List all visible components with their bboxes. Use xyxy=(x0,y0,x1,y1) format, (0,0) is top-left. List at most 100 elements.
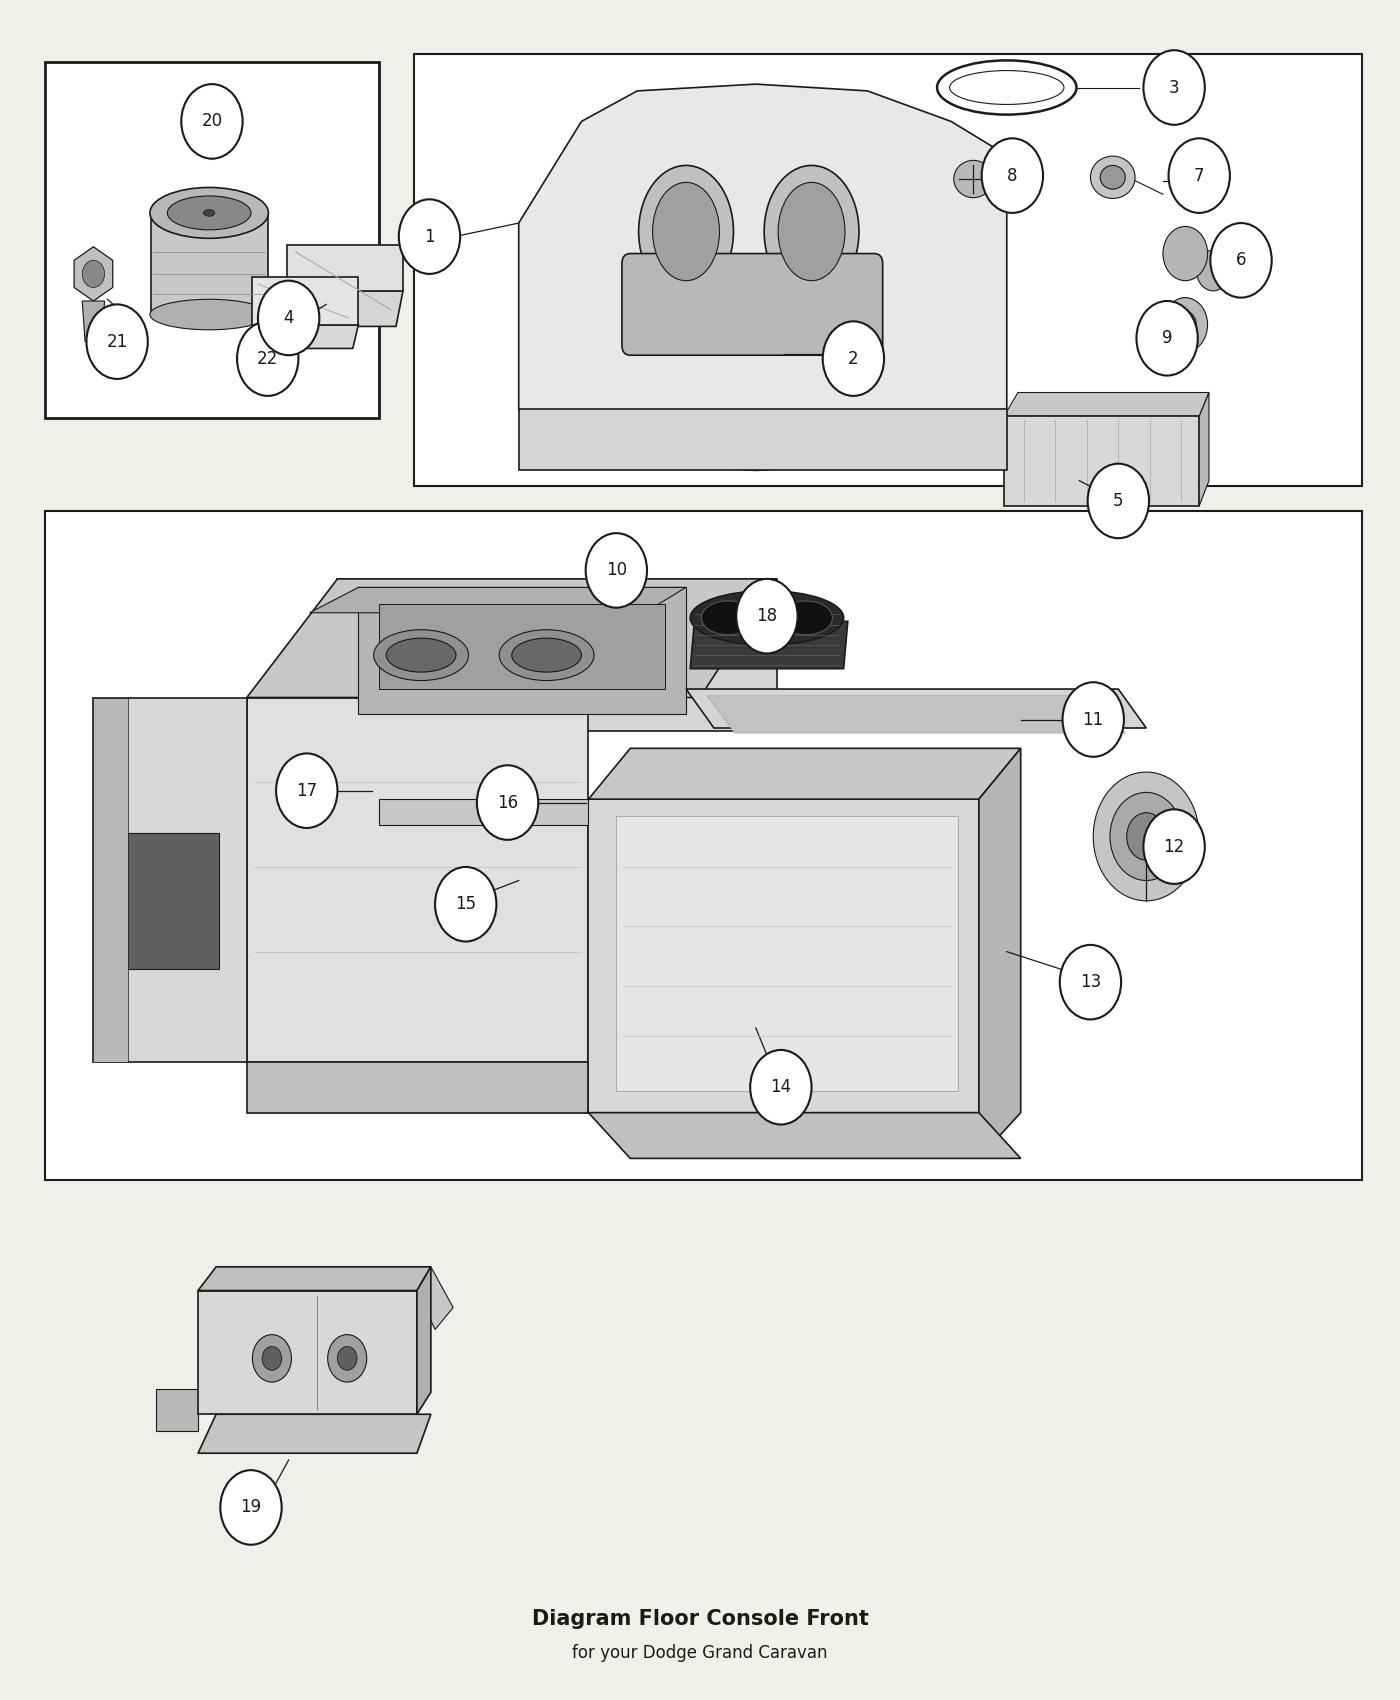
Circle shape xyxy=(1137,301,1198,376)
Polygon shape xyxy=(246,1062,588,1112)
Circle shape xyxy=(399,199,461,274)
Polygon shape xyxy=(197,1414,431,1454)
Circle shape xyxy=(1144,809,1205,884)
Circle shape xyxy=(1163,298,1208,352)
Circle shape xyxy=(1144,51,1205,124)
Ellipse shape xyxy=(953,160,993,197)
Text: 20: 20 xyxy=(202,112,223,131)
Text: 19: 19 xyxy=(241,1498,262,1516)
Polygon shape xyxy=(252,277,358,325)
Ellipse shape xyxy=(512,638,581,672)
Polygon shape xyxy=(246,697,588,1062)
Polygon shape xyxy=(83,301,105,342)
Text: for your Dodge Grand Caravan: for your Dodge Grand Caravan xyxy=(573,1644,827,1663)
Text: 7: 7 xyxy=(1194,167,1204,185)
Circle shape xyxy=(435,867,497,942)
Circle shape xyxy=(220,1470,281,1545)
Text: 21: 21 xyxy=(106,333,127,350)
Circle shape xyxy=(181,83,242,158)
Polygon shape xyxy=(157,1389,197,1431)
Text: 18: 18 xyxy=(756,607,777,626)
Circle shape xyxy=(1169,138,1229,212)
Text: 6: 6 xyxy=(1236,252,1246,269)
Ellipse shape xyxy=(764,165,860,298)
Text: 5: 5 xyxy=(1113,491,1124,510)
Text: 11: 11 xyxy=(1082,711,1103,729)
Ellipse shape xyxy=(203,209,214,216)
Ellipse shape xyxy=(652,182,720,280)
Polygon shape xyxy=(246,325,358,348)
Circle shape xyxy=(1211,223,1271,298)
Circle shape xyxy=(981,138,1043,212)
Ellipse shape xyxy=(500,629,594,680)
Polygon shape xyxy=(287,245,403,291)
Polygon shape xyxy=(74,246,113,301)
Circle shape xyxy=(736,580,798,653)
Text: 10: 10 xyxy=(606,561,627,580)
Polygon shape xyxy=(1004,416,1200,507)
Text: 22: 22 xyxy=(258,350,279,367)
Polygon shape xyxy=(94,697,129,1062)
Ellipse shape xyxy=(638,165,734,298)
FancyBboxPatch shape xyxy=(45,512,1362,1180)
Polygon shape xyxy=(686,688,1147,728)
Polygon shape xyxy=(417,1266,431,1414)
Circle shape xyxy=(252,1334,291,1382)
Ellipse shape xyxy=(780,600,833,634)
Polygon shape xyxy=(979,748,1021,1158)
Text: 9: 9 xyxy=(1162,330,1172,347)
FancyBboxPatch shape xyxy=(414,54,1362,486)
Polygon shape xyxy=(616,816,958,1091)
Text: Diagram Floor Console Front: Diagram Floor Console Front xyxy=(532,1610,868,1629)
Polygon shape xyxy=(690,620,848,668)
Polygon shape xyxy=(1004,393,1210,416)
Polygon shape xyxy=(707,695,1126,733)
Polygon shape xyxy=(379,799,588,824)
Circle shape xyxy=(1110,792,1183,881)
Circle shape xyxy=(1163,226,1208,280)
Polygon shape xyxy=(588,1112,1021,1158)
Polygon shape xyxy=(588,748,1021,799)
Ellipse shape xyxy=(701,600,755,634)
Circle shape xyxy=(477,765,538,840)
Ellipse shape xyxy=(386,638,456,672)
Ellipse shape xyxy=(150,299,269,330)
Text: 8: 8 xyxy=(1007,167,1018,185)
Circle shape xyxy=(262,1346,281,1370)
Circle shape xyxy=(1175,311,1197,338)
Text: 2: 2 xyxy=(848,350,858,367)
FancyBboxPatch shape xyxy=(622,253,882,355)
Circle shape xyxy=(1093,772,1200,901)
Polygon shape xyxy=(417,1266,454,1329)
Polygon shape xyxy=(1200,393,1210,507)
Polygon shape xyxy=(197,1266,431,1290)
Ellipse shape xyxy=(150,187,269,238)
Circle shape xyxy=(83,260,105,287)
Ellipse shape xyxy=(690,592,844,644)
Text: 15: 15 xyxy=(455,896,476,913)
Ellipse shape xyxy=(374,629,469,680)
Circle shape xyxy=(1063,682,1124,756)
Ellipse shape xyxy=(1100,165,1126,189)
Polygon shape xyxy=(337,580,777,731)
Text: 3: 3 xyxy=(1169,78,1179,97)
Text: 17: 17 xyxy=(297,782,318,799)
Text: 1: 1 xyxy=(424,228,435,245)
Polygon shape xyxy=(246,580,777,697)
Circle shape xyxy=(585,534,647,607)
Polygon shape xyxy=(379,604,665,689)
Ellipse shape xyxy=(1091,156,1135,199)
Circle shape xyxy=(237,321,298,396)
Text: 14: 14 xyxy=(770,1078,791,1096)
Circle shape xyxy=(1060,945,1121,1020)
Polygon shape xyxy=(588,799,979,1112)
Circle shape xyxy=(328,1334,367,1382)
Text: 13: 13 xyxy=(1079,972,1100,991)
Polygon shape xyxy=(519,410,1007,471)
Polygon shape xyxy=(197,1290,417,1414)
Polygon shape xyxy=(94,697,246,1062)
Circle shape xyxy=(337,1346,357,1370)
Text: 12: 12 xyxy=(1163,838,1184,855)
Polygon shape xyxy=(519,83,1007,471)
Text: 16: 16 xyxy=(497,794,518,811)
